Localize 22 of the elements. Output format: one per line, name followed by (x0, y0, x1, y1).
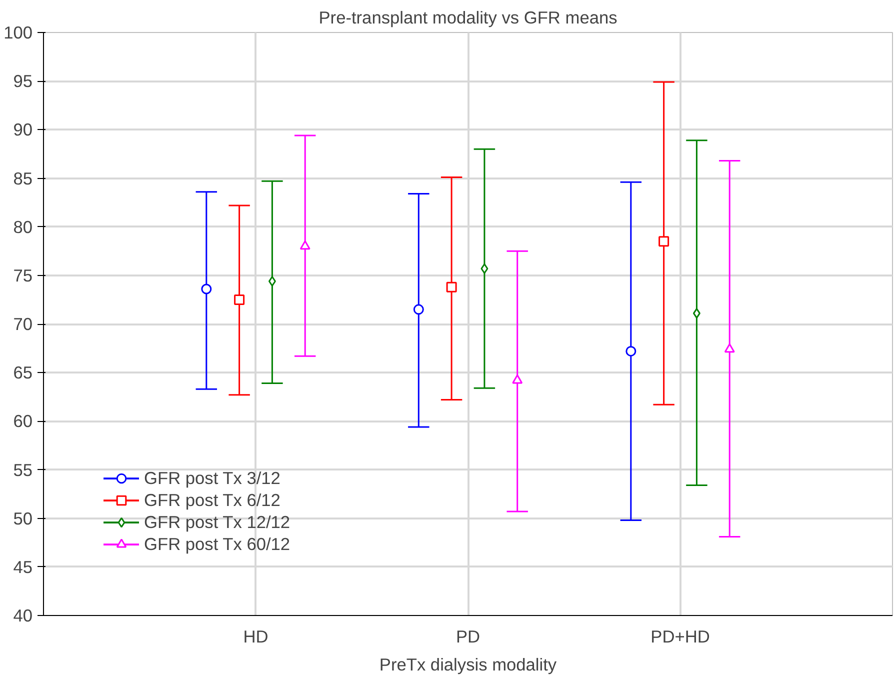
x-tick-label: HD (243, 626, 268, 646)
y-tick-label: 50 (13, 508, 33, 528)
y-tick-label: 80 (13, 216, 33, 237)
y-tick-label: 65 (13, 362, 33, 383)
y-tick-label: 40 (13, 606, 33, 626)
legend-label: GFR post Tx 3/12 (144, 468, 280, 488)
y-tick-label: 90 (13, 120, 33, 140)
y-tick-label: 75 (13, 265, 33, 286)
x-axis-title: PreTx dialysis modality (379, 654, 557, 674)
y-tick-label: 85 (13, 168, 33, 188)
legend-label: GFR post Tx 12/12 (144, 512, 290, 532)
y-tick-label: 95 (13, 71, 33, 92)
y-tick-label: 45 (13, 556, 33, 577)
chart-title: Pre-transplant modality vs GFR means (318, 8, 618, 28)
x-tick-label: PD (456, 626, 480, 646)
y-tick-label: 60 (13, 411, 33, 432)
y-tick-label: 100 (4, 22, 33, 42)
legend-label: GFR post Tx 60/12 (144, 534, 290, 554)
y-tick-label: 55 (13, 460, 33, 480)
x-tick-label: PD+HD (650, 626, 710, 646)
y-tick-label: 70 (13, 314, 33, 334)
legend-label: GFR post Tx 6/12 (144, 490, 280, 510)
